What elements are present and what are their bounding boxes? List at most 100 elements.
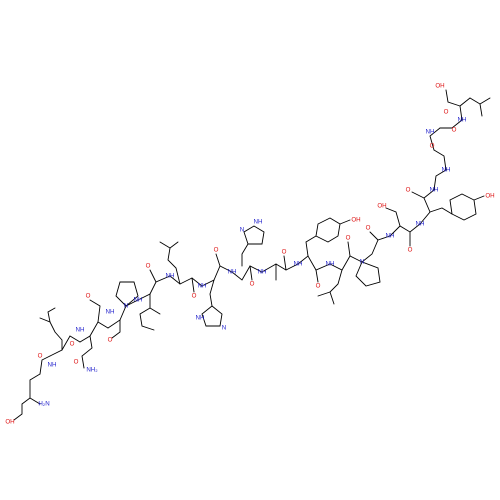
val-backbone xyxy=(451,97,471,129)
val-methyl xyxy=(479,103,483,117)
pro1-carbonyl-o: O xyxy=(108,337,113,344)
gly1-carbonyl xyxy=(433,149,447,171)
pro1-ring-n: N xyxy=(124,303,128,310)
ser-sidechain-bond xyxy=(13,397,31,421)
tyr2-hydroxyl-label: OH xyxy=(485,193,494,200)
pro1-backbone xyxy=(107,299,139,329)
atom-labels: OH H₂N O NH O NH O NH₂ O NH N O NH O NH … xyxy=(5,83,494,426)
leu3-carbonyl-o: O xyxy=(346,235,351,242)
ile-backbone xyxy=(137,275,171,301)
his2-backbone xyxy=(231,265,263,281)
his1-carbonyl xyxy=(215,253,221,267)
leu2-carbonyl xyxy=(191,277,195,293)
amide-nh-10: NH xyxy=(326,261,335,268)
leu3-backbone xyxy=(329,255,363,271)
amide-nh-2: NH xyxy=(76,327,85,334)
ile-sidechain xyxy=(139,293,155,331)
ala-carbonyl-o: O xyxy=(282,249,287,256)
gln-carbonyl xyxy=(89,299,101,323)
gln-carbonyl-o: O xyxy=(86,293,91,300)
leu3-carbonyl xyxy=(347,241,351,257)
ala-backbone xyxy=(261,263,299,273)
amide-nh-3: NH xyxy=(106,309,115,316)
carboxyl-oh-label: OH xyxy=(435,83,444,90)
n-terminal-amine-label: H₂N xyxy=(38,401,49,408)
his2-carbonyl xyxy=(249,265,253,281)
his1-ring-nh: NH xyxy=(196,315,205,322)
leu1-backbone xyxy=(49,335,81,357)
his2-carbonyl-o: O xyxy=(250,281,255,288)
ser-carbonyl-o: O xyxy=(38,353,43,360)
tyr2-backbone xyxy=(419,189,435,225)
his1-carbonyl-o: O xyxy=(214,247,219,254)
tyr1-oh-bond xyxy=(339,219,351,225)
tyr1-carbonyl xyxy=(315,269,319,283)
val-carbonyl-o: O xyxy=(444,109,449,116)
amide-nh-12: NH xyxy=(416,221,425,228)
amide-nh-7: NH xyxy=(228,269,237,276)
ser-amine-bond xyxy=(29,397,41,405)
ile-carbonyl xyxy=(149,269,157,283)
his1-ring-n: N xyxy=(222,325,226,332)
ser2-sidechain xyxy=(385,207,401,227)
tyr2-carbonyl-o: O xyxy=(406,187,411,194)
leu1-sidechain-b xyxy=(47,307,56,323)
leu2-backbone xyxy=(169,275,203,287)
tyr1-carbonyl-o: O xyxy=(316,283,321,290)
leu1-carbonyl-o: O xyxy=(70,341,75,348)
pro2-ring xyxy=(355,261,381,287)
amide-nh-1: NH xyxy=(48,362,57,369)
gln-amide-nh2: NH₂ xyxy=(86,367,98,374)
tyr2-ring xyxy=(449,193,477,221)
pro2-ring-n: N xyxy=(360,259,364,266)
ser2-carbonyl-o: O xyxy=(408,247,413,254)
ser2-hydroxyl-label: OH xyxy=(377,203,386,210)
ser-alpha-bond xyxy=(29,373,41,399)
tyr2-sidechain xyxy=(429,207,453,215)
ser2-backbone xyxy=(389,223,421,237)
his2-ring xyxy=(243,225,265,245)
tyr1-backbone xyxy=(297,255,331,271)
ile-carbonyl-o: O xyxy=(146,263,151,270)
gln-backbone xyxy=(79,321,109,343)
leu2-methyl xyxy=(159,241,171,249)
amide-nh-6: NH xyxy=(198,283,207,290)
his2-ring-nh: NH xyxy=(254,219,263,226)
leu1-sidechain xyxy=(39,317,63,351)
pro1-carbonyl xyxy=(111,319,121,339)
pro2-carbonyl xyxy=(369,231,379,241)
gln-side-o: O xyxy=(74,359,79,366)
tyr2-oh-bond xyxy=(473,195,485,201)
val-sidechain xyxy=(469,97,491,105)
gln-sidechain xyxy=(81,335,93,369)
tyr1-ring xyxy=(315,217,341,243)
ser-hydroxyl-label: OH xyxy=(5,419,14,426)
tyr1-hydroxyl-label: OH xyxy=(351,217,360,224)
amide-nh-15: NH xyxy=(426,129,435,136)
pro2-carbonyl-o: O xyxy=(366,225,371,232)
his2-ring-n: N xyxy=(240,227,244,234)
gly2-backbone xyxy=(429,127,441,151)
amide-nh-9: NH xyxy=(294,261,303,268)
his2-sidechain xyxy=(241,243,249,267)
leu3-methyl xyxy=(317,291,331,297)
tyr2-carbonyl xyxy=(411,191,425,199)
amide-nh-11: NH xyxy=(386,233,395,240)
ser-carbonyl-bond xyxy=(39,355,51,375)
amide-nh-5: NH xyxy=(166,273,175,280)
pro1-ring xyxy=(115,281,139,307)
his1-ring xyxy=(201,305,223,327)
amide-nh-16: NH xyxy=(458,117,467,124)
amide-nh-8: NH xyxy=(258,269,267,276)
amide-nh-14: NH xyxy=(442,167,451,174)
backbone-bonds xyxy=(13,89,491,421)
tyr1-sidechain xyxy=(305,235,317,257)
his1-sidechain xyxy=(209,279,215,307)
val-carboxyl xyxy=(445,89,461,107)
leu3-sidechain xyxy=(329,269,343,305)
leu2-carbonyl-o: O xyxy=(192,293,197,300)
his1-backbone xyxy=(201,265,233,287)
amide-nh-13: NH xyxy=(430,187,439,194)
